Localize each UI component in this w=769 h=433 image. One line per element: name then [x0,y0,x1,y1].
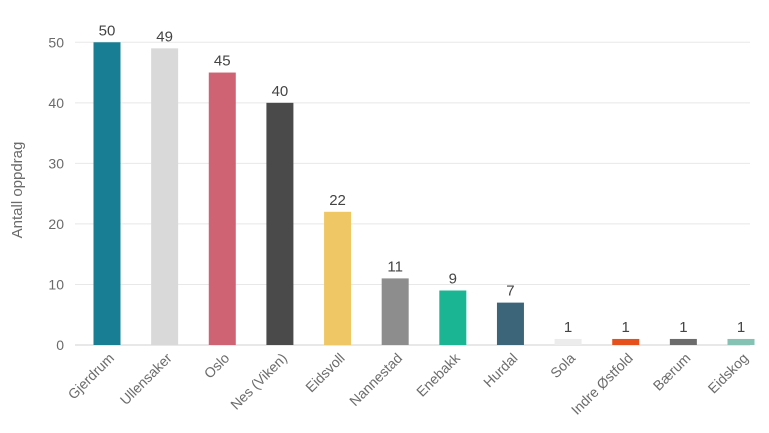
y-tick-label: 40 [48,95,64,111]
data-label: 9 [449,271,457,288]
bars [93,42,755,346]
y-tick-label: 30 [48,155,64,171]
bar [727,338,755,345]
y-axis-label: Antall oppdrag [9,142,26,239]
data-label: 1 [564,319,572,336]
data-label: 1 [737,319,745,336]
x-tick-label: Hurdal [480,350,520,390]
bar [439,290,467,345]
x-tick-label: Gjerdrum [65,350,118,403]
bar [381,278,409,345]
data-label: 1 [622,319,630,336]
y-tick-label: 50 [48,34,64,50]
x-tick-label: Oslo [201,350,233,382]
y-tick-label: 10 [48,276,64,292]
data-label: 1 [679,319,687,336]
y-tick-label: 20 [48,216,64,232]
bar [151,48,179,346]
data-label: 7 [506,283,514,300]
bar [669,338,697,345]
x-tick-label: Indre Østfold [568,350,636,418]
x-tick-label: Eidsvoll [302,350,347,395]
y-tick-label: 0 [56,337,64,353]
data-label: 45 [214,53,231,70]
x-tick-label: Nannestad [346,350,405,409]
bar [554,338,582,345]
bar [208,72,236,345]
data-label: 40 [272,83,289,100]
bar [93,42,121,345]
bar [324,211,352,345]
x-tick-label: Nes (Viken) [227,350,290,413]
bar [266,102,294,346]
data-label: 50 [99,22,116,39]
data-label: 11 [387,258,403,275]
x-tick-label: Ullensaker [117,350,175,408]
x-tick-label: Enebakk [413,349,464,400]
data-label: 22 [329,192,346,209]
bar [612,338,640,345]
x-tick-label: Sola [547,350,578,381]
y-axis-ticks: 0 10 20 30 40 50 [48,34,64,353]
x-tick-label: Eidskog [705,350,752,397]
bar [496,302,524,345]
data-label: 49 [156,28,173,45]
x-tick-label: Bærum [650,350,694,394]
